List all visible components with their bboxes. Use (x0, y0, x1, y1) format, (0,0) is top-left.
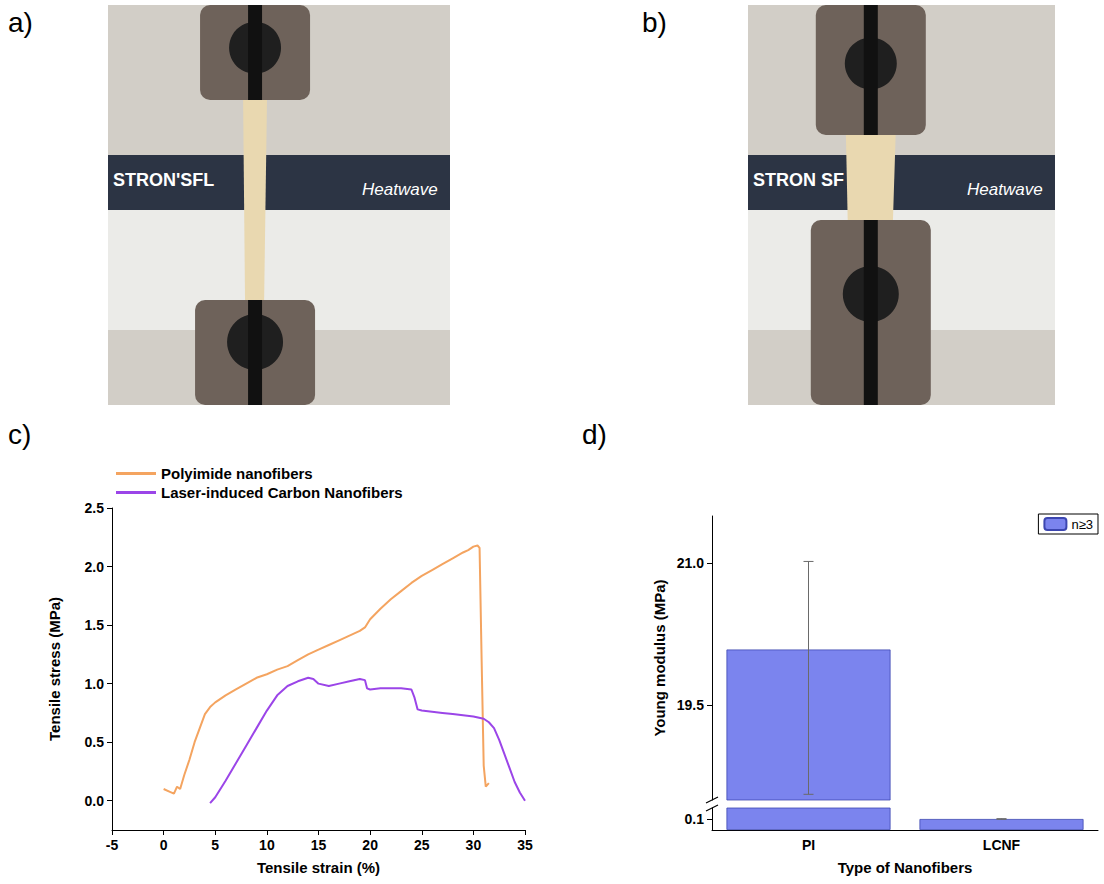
svg-text:c): c) (8, 419, 31, 450)
svg-text:2.5: 2.5 (85, 500, 105, 516)
svg-text:-5: -5 (106, 837, 119, 853)
svg-text:n≥3: n≥3 (1071, 517, 1093, 532)
svg-text:15: 15 (311, 837, 327, 853)
svg-text:0: 0 (160, 837, 168, 853)
svg-text:35: 35 (517, 837, 533, 853)
svg-text:Polyimide nanofibers: Polyimide nanofibers (161, 465, 313, 482)
svg-text:10: 10 (259, 837, 275, 853)
svg-text:1.5: 1.5 (85, 617, 105, 633)
svg-text:19.5: 19.5 (677, 697, 704, 713)
svg-text:Young modulus (MPa): Young modulus (MPa) (651, 579, 668, 736)
svg-text:d): d) (582, 419, 607, 450)
svg-text:Tensile strain (%): Tensile strain (%) (257, 859, 380, 876)
svg-text:a): a) (8, 7, 33, 38)
svg-text:2.0: 2.0 (85, 559, 105, 575)
svg-text:Laser-induced Carbon Nanofiber: Laser-induced Carbon Nanofibers (161, 484, 403, 501)
svg-text:0.5: 0.5 (85, 734, 105, 750)
svg-text:Heatwave: Heatwave (967, 180, 1043, 199)
svg-text:STRON SF: STRON SF (753, 170, 844, 190)
svg-text:Heatwave: Heatwave (362, 180, 438, 199)
svg-text:Tensile stress (MPa): Tensile stress (MPa) (46, 597, 63, 741)
svg-text:21.0: 21.0 (677, 555, 704, 571)
svg-text:PI: PI (802, 837, 815, 853)
svg-text:30: 30 (466, 837, 482, 853)
svg-text:25: 25 (414, 837, 430, 853)
svg-text:LCNF: LCNF (983, 837, 1021, 853)
svg-text:0.1: 0.1 (685, 811, 705, 827)
svg-text:20: 20 (362, 837, 378, 853)
svg-text:STRON'SFL: STRON'SFL (113, 170, 214, 190)
svg-text:0.0: 0.0 (85, 793, 105, 809)
svg-text:b): b) (642, 7, 667, 38)
svg-text:Type of Nanofibers: Type of Nanofibers (838, 859, 973, 876)
svg-text:5: 5 (211, 837, 219, 853)
svg-text:1.0: 1.0 (85, 676, 105, 692)
